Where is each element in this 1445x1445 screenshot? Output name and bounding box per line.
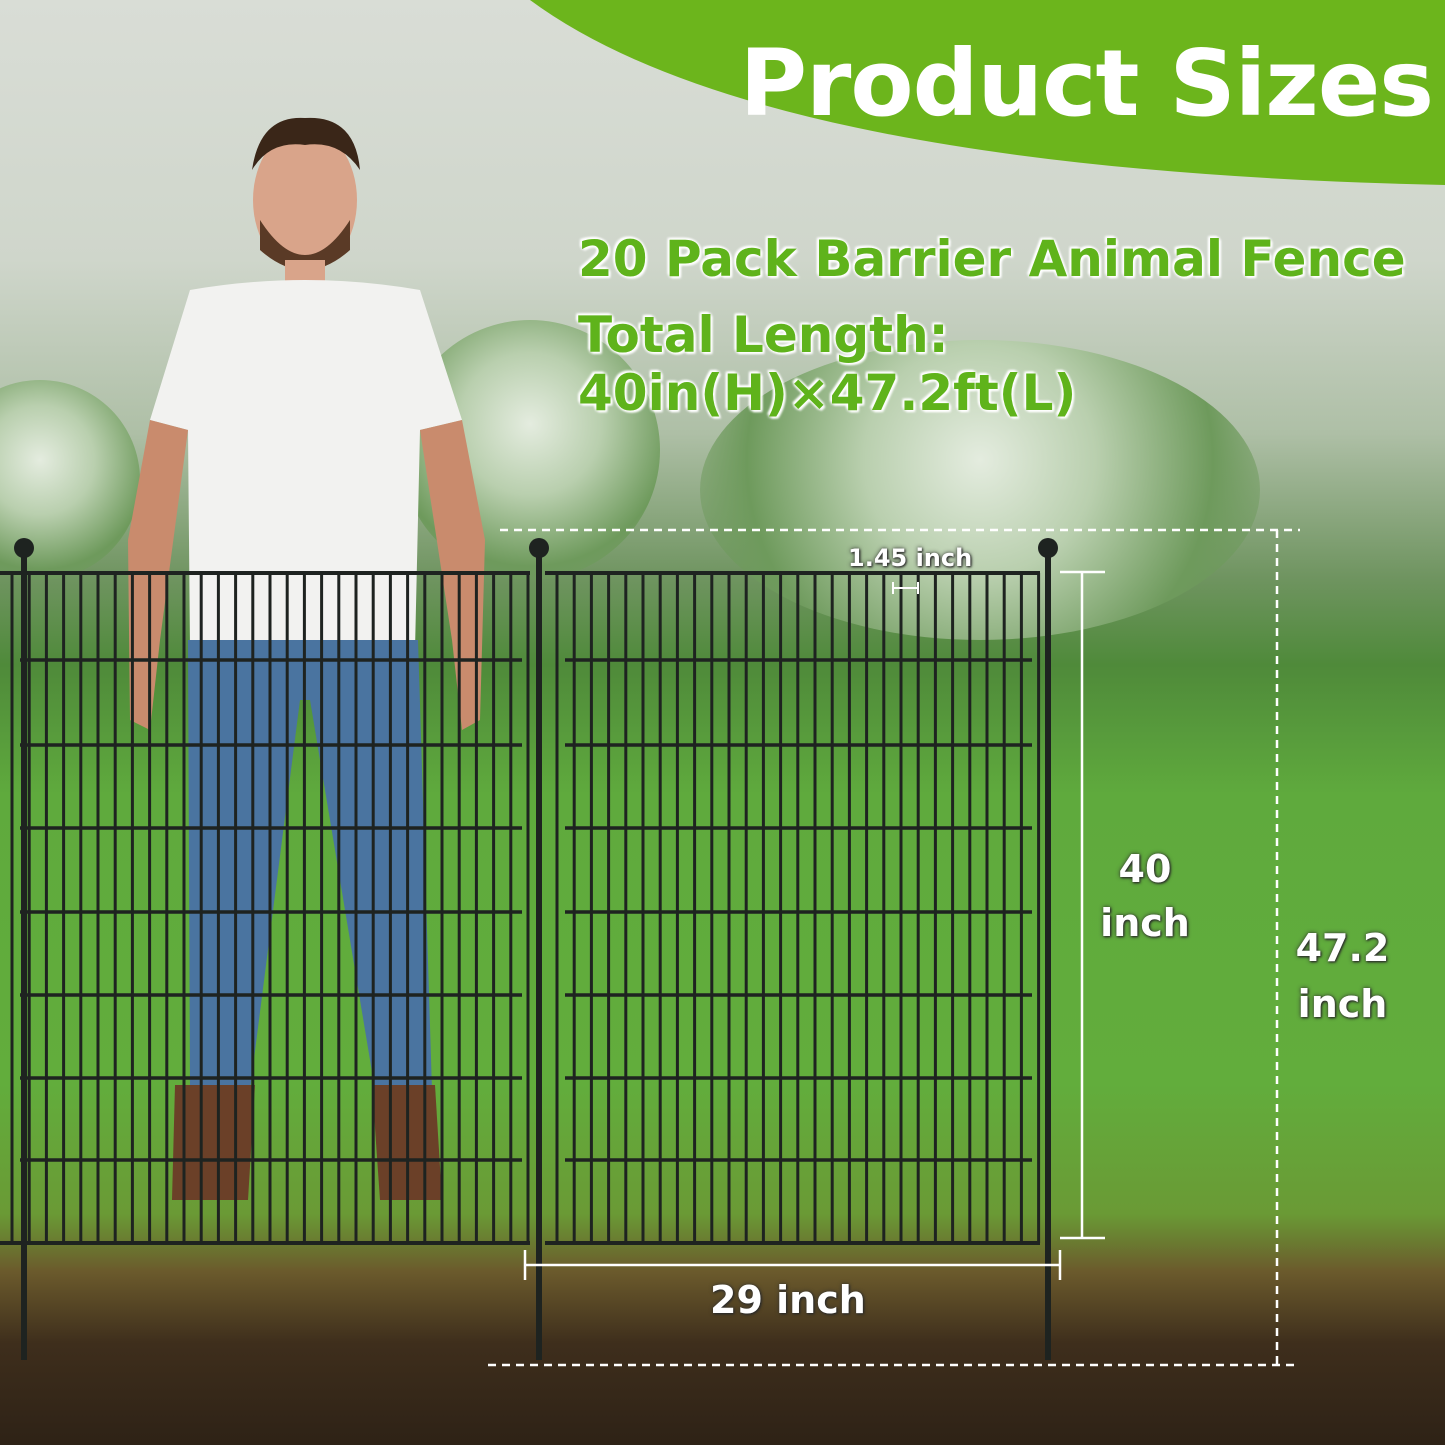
fence-post-cap [1038,538,1058,558]
panel-width-label: 29 inch [710,1278,866,1322]
bar-spacing-label: 1.45 inch [848,544,973,572]
background-bush [700,340,1260,640]
headline-product: 20 Pack Barrier Animal Fence [578,230,1406,288]
page-title: Product Sizes [739,30,1434,137]
title-banner [530,0,1445,185]
total-height-unit: inch [1297,982,1388,1026]
panel-height-label: 40 inch [1095,842,1195,950]
panel-height-unit: inch [1100,901,1190,945]
panel-height-value: 40 [1118,847,1172,891]
fence-post-cap [529,538,549,558]
total-height-value: 47.2 [1295,926,1390,970]
fence-post-cap [14,538,34,558]
headline-total-length: Total Length: 40in(H)×47.2ft(L) [578,306,1077,422]
total-height-label: 47.2 inch [1290,920,1395,1032]
